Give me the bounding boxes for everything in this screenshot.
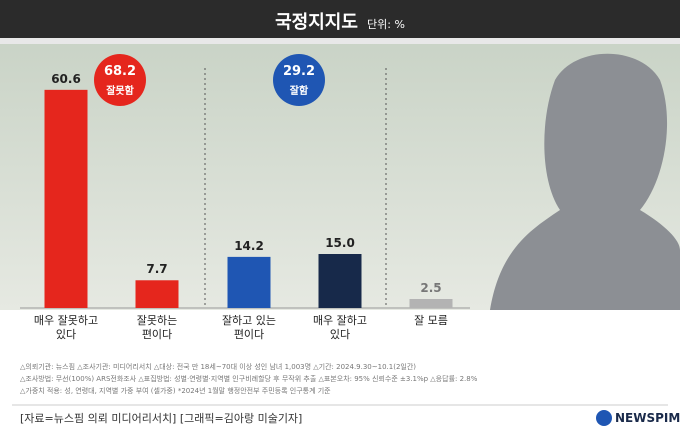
footnote: △조사방법: 무선(100%) ARS전화조사 △표집방법: 성별·연령별·지역… — [20, 375, 478, 383]
value-label: 2.5 — [420, 281, 442, 295]
header-stripe — [0, 38, 680, 44]
bar — [318, 254, 362, 308]
group-total: 29.2 — [282, 64, 316, 79]
group-name: 잘함 — [289, 86, 309, 97]
group-name: 잘못함 — [106, 86, 134, 97]
title-row: 국정지지도 단위: % — [0, 8, 680, 34]
group-badge — [273, 54, 325, 106]
chart-title: 국정지지도 — [275, 12, 358, 33]
value-label: 7.7 — [146, 262, 168, 277]
value-label: 14.2 — [234, 238, 264, 253]
group-badge — [94, 54, 146, 106]
value-label: 60.6 — [51, 71, 81, 86]
x-tick-label: 매우 잘못하고 있다 — [33, 314, 99, 341]
x-tick-label: 잘못하는 편이다 — [136, 314, 178, 341]
chart-subtitle: 단위: % — [367, 18, 405, 31]
x-tick-label: 잘 모름 — [414, 314, 448, 327]
footnote: △의뢰기관: 뉴스핌 △조사기관: 미디어리서치 △대상: 전국 만 18세~7… — [20, 363, 417, 371]
group-total: 68.2 — [103, 64, 137, 79]
bar — [227, 256, 271, 308]
logo-icon — [596, 410, 612, 426]
footnote: △가중치 적용: 성, 연령대, 지역별 가중 부여 (셀가중) *2024년 … — [20, 387, 331, 395]
header-bar — [0, 0, 680, 38]
portrait-placeholder — [490, 53, 680, 310]
source: [자료=뉴스핌 의뢰 미디어리서치] [그래픽=김아랑 미술기자] — [20, 412, 303, 425]
x-tick-label: 잘하고 있는 편이다 — [221, 314, 277, 341]
bar — [135, 280, 179, 308]
logo: NEWSPIM — [615, 411, 680, 425]
x-tick-label: 매우 잘하고 있다 — [312, 314, 368, 341]
bar — [44, 89, 88, 308]
value-label: 15.0 — [325, 236, 355, 250]
bar — [409, 299, 453, 308]
